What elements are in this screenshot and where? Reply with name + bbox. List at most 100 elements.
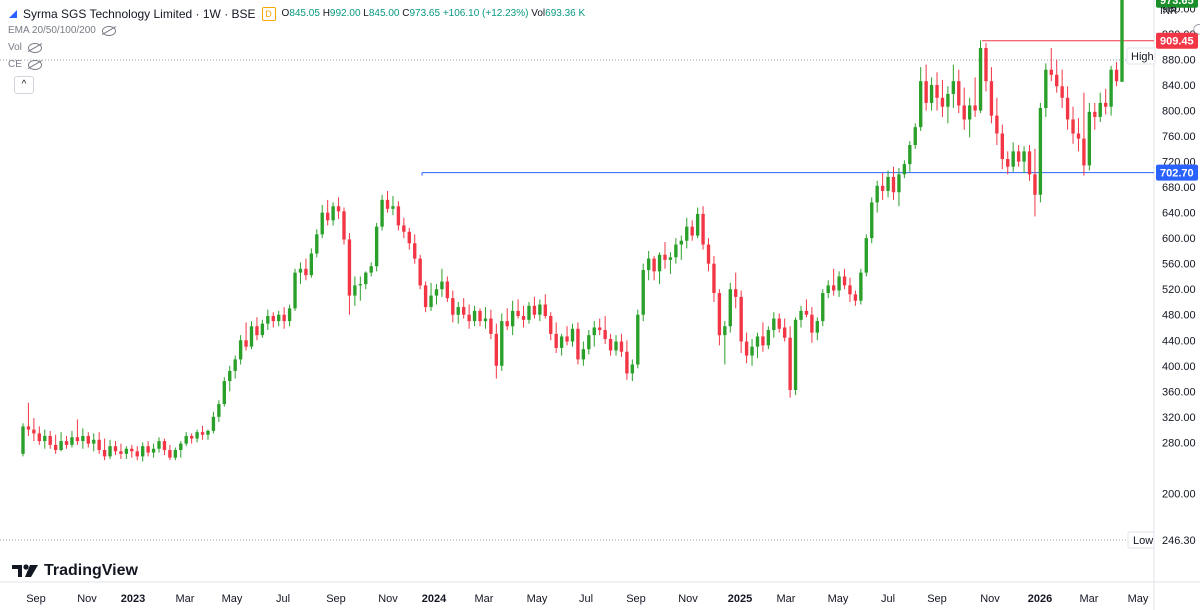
time-tick-label: Sep: [26, 593, 46, 605]
indicator-ema[interactable]: EMA 20/50/100/200: [8, 22, 585, 39]
price-tick-label: 560.00: [1162, 259, 1196, 271]
candle-body: [320, 212, 324, 235]
candle-body: [859, 272, 863, 301]
time-axis[interactable]: Sep Nov 2023 Mar May Jul Sep Nov 2024 Mar May Jul Se…: [26, 593, 1149, 605]
candle-body: [1114, 69, 1119, 82]
candle-body: [744, 341, 749, 356]
candle-body: [434, 289, 439, 296]
candle-body: [516, 310, 520, 317]
price-axis[interactable]: 1,040.00992.00960.00920.00880.00840.0080…: [1162, 0, 1200, 500]
candle-body: [510, 310, 515, 327]
candle-body: [581, 349, 586, 360]
candle-body: [195, 432, 199, 439]
candle-body: [228, 370, 232, 382]
price-tick-label: 880.00: [1162, 54, 1196, 66]
currency-label[interactable]: INR: [1160, 6, 1178, 17]
eye-hidden-icon[interactable]: [27, 59, 42, 70]
last-price-tag: 973.65: [1160, 0, 1194, 7]
candle-body: [897, 174, 901, 193]
axis-settings-icon[interactable]: ◯: [1193, 24, 1200, 35]
price-tick-label: 440.00: [1162, 335, 1196, 347]
candle-body: [1033, 174, 1037, 195]
candle-body: [804, 310, 809, 315]
candle-body: [151, 448, 156, 453]
candle-body: [358, 284, 363, 286]
tradingview-logo-text: TradingView: [44, 562, 138, 579]
candle-body: [336, 206, 341, 212]
candle-body: [179, 443, 183, 451]
candle-body: [1076, 133, 1081, 139]
time-tick-label: Mar: [777, 593, 796, 605]
candle-body: [1027, 151, 1032, 175]
candle-body: [891, 176, 896, 193]
candle-body: [848, 285, 852, 295]
candle-body: [527, 305, 531, 320]
candle-body: [64, 441, 69, 445]
candle-body: [130, 448, 134, 452]
candle-body: [157, 441, 161, 449]
candle-body: [505, 321, 509, 327]
eye-hidden-icon[interactable]: [27, 42, 42, 53]
indicator-vol[interactable]: Vol: [8, 39, 585, 56]
price-tags: High Low 246.30 973.65 909.45 702.70: [1126, 0, 1198, 549]
candle-body: [962, 105, 966, 120]
candle-body: [772, 318, 776, 331]
candle-body: [663, 254, 667, 260]
candle-body: [467, 314, 471, 322]
price-tick-label: 320.00: [1162, 412, 1196, 424]
candle-body: [189, 435, 194, 439]
candle-body: [978, 48, 983, 111]
candle-body: [723, 326, 727, 336]
candle-body: [315, 234, 319, 254]
tradingview-logo[interactable]: TradingView: [12, 562, 138, 580]
candle-body: [967, 105, 972, 120]
candles-group[interactable]: [21, 0, 1124, 462]
price-tick-label: 360.00: [1162, 386, 1196, 398]
candle-body: [385, 199, 390, 209]
candle-body: [951, 81, 956, 94]
candle-body: [70, 437, 74, 445]
candle-body: [543, 304, 547, 317]
eye-hidden-icon[interactable]: [101, 25, 116, 36]
time-tick-label: 2023: [121, 593, 145, 605]
candle-body: [957, 81, 961, 106]
candle-body: [788, 337, 792, 391]
indicator-ce[interactable]: CE: [8, 56, 585, 73]
candle-body: [342, 211, 346, 240]
candle-body: [37, 433, 42, 442]
candle-body: [919, 81, 923, 128]
candle-body: [113, 446, 118, 452]
candle-body: [331, 206, 335, 221]
candle-body: [1098, 102, 1102, 117]
high-tag-box: [1126, 47, 1156, 65]
price-tick-label: 760.00: [1162, 131, 1196, 143]
candle-body: [761, 336, 765, 346]
candle-body: [81, 435, 85, 442]
candle-body: [701, 213, 705, 245]
indicator-vol-label: Vol: [8, 41, 22, 53]
candle-body: [86, 435, 90, 444]
candle-body: [124, 448, 129, 454]
candle-body: [293, 272, 297, 309]
price-tick-label: 800.00: [1162, 106, 1196, 118]
red-level-tag-box: [1156, 32, 1198, 49]
symbol-row[interactable]: Syrma SGS Technology Limited · 1W · BSE …: [8, 5, 585, 22]
candle-body: [995, 115, 999, 134]
price-tick-label: 600.00: [1162, 233, 1196, 245]
candle-body: [549, 316, 553, 334]
candle-body: [695, 213, 700, 236]
time-tick-label: Nov: [77, 593, 97, 605]
symbol-title[interactable]: Syrma SGS Technology Limited · 1W · BSE: [23, 6, 256, 21]
time-tick-label: Sep: [927, 593, 947, 605]
candle-body: [287, 308, 292, 322]
candle-body: [636, 314, 640, 365]
candle-body: [462, 307, 466, 315]
candle-body: [646, 258, 651, 271]
data-badge[interactable]: D: [261, 6, 276, 21]
collapse-legend-button[interactable]: ^: [14, 76, 34, 94]
time-tick-label: 2024: [422, 593, 447, 605]
candle-body: [766, 330, 771, 346]
time-tick-label: 2025: [728, 593, 752, 605]
